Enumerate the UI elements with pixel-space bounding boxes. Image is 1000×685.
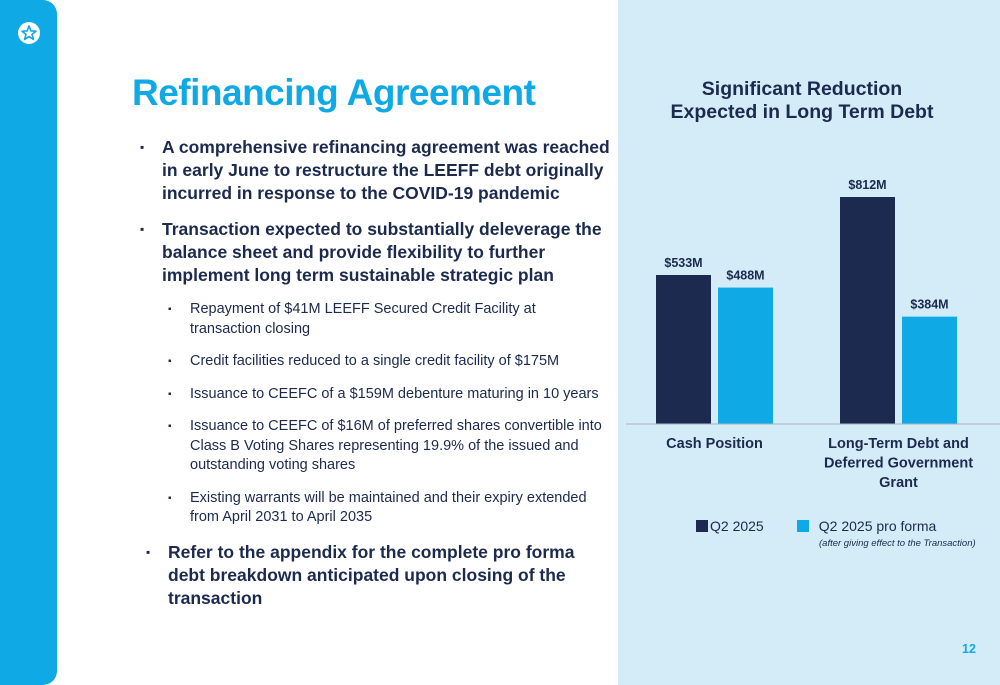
bar-chart: $533M $488M Cash Position $812M $384M Long-Te… <box>626 178 1000 491</box>
sub-bullet-text: Existing warrants will be maintained and… <box>190 489 587 526</box>
bullet-text: A comprehensive refinancing agreement wa… <box>162 137 610 203</box>
bar <box>902 316 957 424</box>
bullet-marker: ▪ <box>140 140 145 154</box>
bar <box>718 287 773 424</box>
star-circle-icon <box>18 22 40 44</box>
legend-label: Q2 2025 pro forma <box>818 518 937 534</box>
data-label: $384M <box>910 298 948 312</box>
sub-bullet-text: Credit facilities reduced to a single cr… <box>190 353 560 369</box>
bullet-item: ▪ Refer to the appendix for the complete… <box>146 541 616 610</box>
category-label: Deferred Government <box>824 456 973 472</box>
legend-item: Q2 2025 pro forma <box>797 518 936 534</box>
sub-bullet-item: ▪ Issuance to CEEFC of a $159M debenture… <box>168 385 610 405</box>
bullet-item: ▪ Transaction expected to substantially … <box>140 218 610 287</box>
bullet-marker: ▪ <box>140 222 145 236</box>
sub-bullet-text: Repayment of $41M LEEFF Secured Credit F… <box>190 301 536 337</box>
legend-note: (after giving effect to the Transaction) <box>819 538 976 549</box>
bullet-marker: ▪ <box>168 421 172 432</box>
page-title: Refinancing Agreement <box>132 72 536 113</box>
category-label: Cash Position <box>666 436 763 452</box>
category-label: Grant <box>879 475 918 491</box>
bullet-text: Transaction expected to substantially de… <box>162 219 602 285</box>
legend-item: Q2 2025 <box>696 518 764 534</box>
page-number: 12 <box>962 642 976 656</box>
bullet-marker: ▪ <box>168 304 172 315</box>
data-label: $812M <box>848 178 886 192</box>
bullet-marker: ▪ <box>168 492 172 504</box>
bullet-marker: ▪ <box>168 388 172 400</box>
sub-bullet-text: Issuance to CEEFC of a $159M debenture m… <box>190 385 599 402</box>
sub-bullet-text: Issuance to CEEFC of $16M of preferred s… <box>190 418 602 473</box>
bar <box>840 197 895 424</box>
category-label: Long-Term Debt and <box>828 436 969 452</box>
sub-bullet-item: ▪ Issuance to CEEFC of $16M of preferred… <box>168 417 610 476</box>
sub-bullet-item: ▪ Credit facilities reduced to a single … <box>168 352 610 372</box>
data-label: $533M <box>664 256 702 270</box>
data-label: $488M <box>726 269 764 283</box>
chart-title-line: Expected in Long Term Debt <box>670 101 934 123</box>
chart-title-line: Significant Reduction <box>701 78 903 100</box>
legend-label: Q2 2025 <box>710 518 764 534</box>
bullet-list: ▪ A comprehensive refinancing agreement … <box>140 136 610 623</box>
sub-bullet-item: ▪ Existing warrants will be maintained a… <box>168 489 610 528</box>
bar <box>656 274 711 424</box>
bullet-marker: ▪ <box>168 356 172 367</box>
chart-title: Significant Reduction Expected in Long Te… <box>618 78 986 124</box>
left-accent-bar <box>0 0 57 685</box>
bullet-item: ▪ A comprehensive refinancing agreement … <box>140 136 610 205</box>
legend-swatch <box>797 520 809 532</box>
bullet-marker: ▪ <box>146 544 151 559</box>
legend-swatch <box>696 520 708 532</box>
sub-bullet-item: ▪ Repayment of $41M LEEFF Secured Credit… <box>168 300 610 339</box>
bullet-text: Refer to the appendix for the complete p… <box>168 541 575 608</box>
